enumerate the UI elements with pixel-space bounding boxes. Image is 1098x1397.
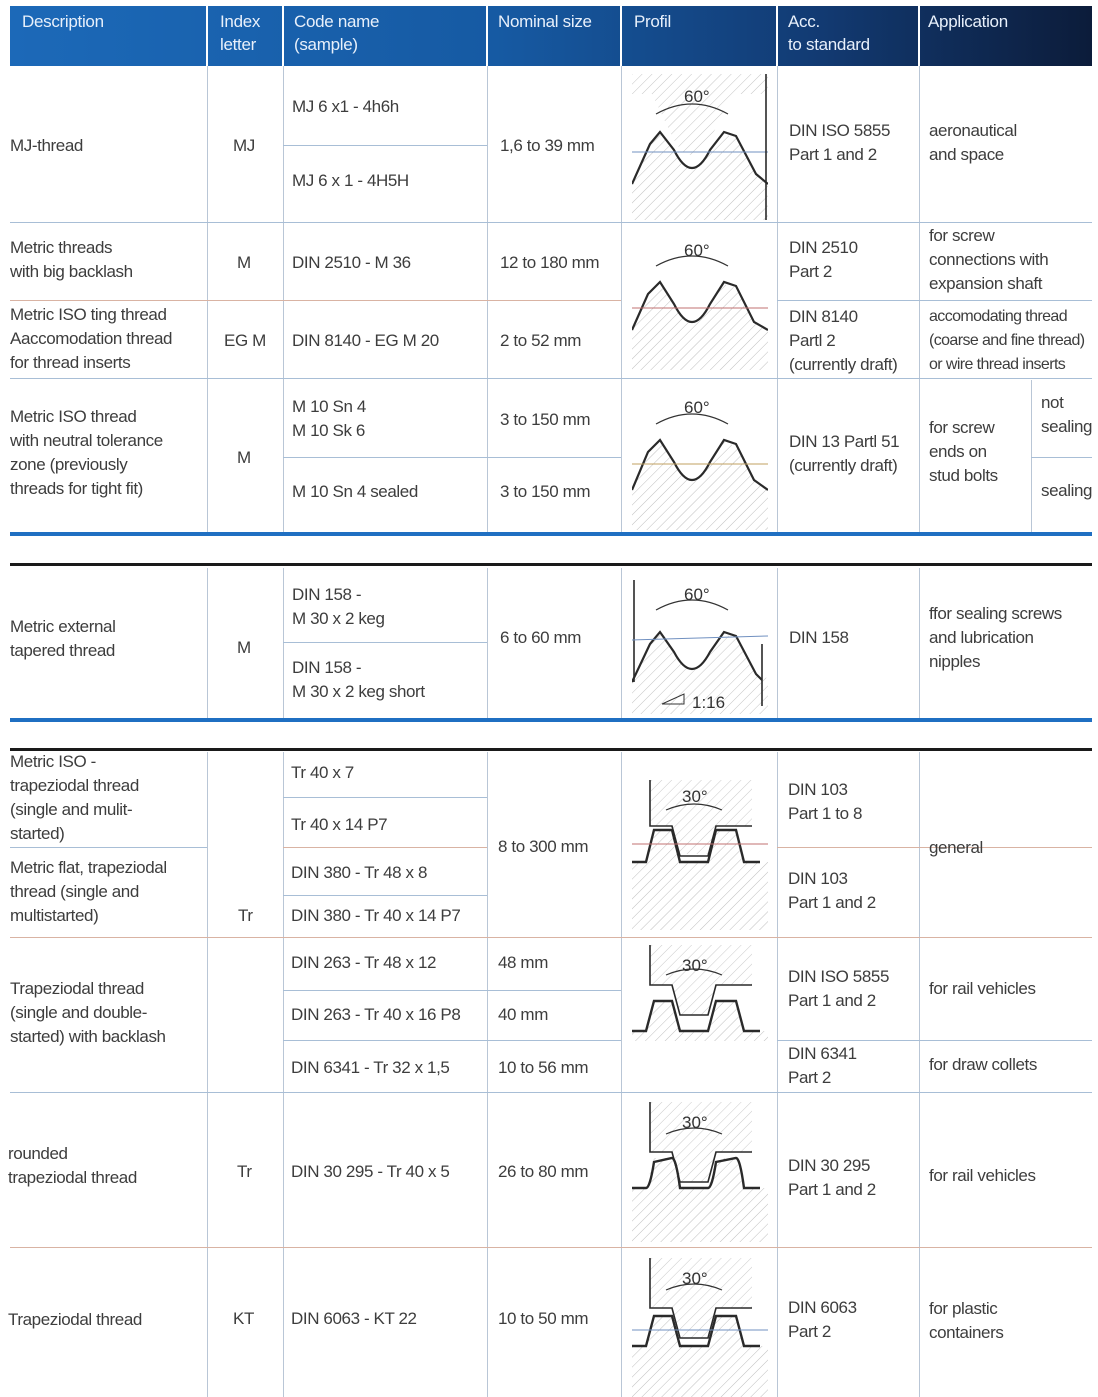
trapezoidal-description-3: Trapeziodal thread (single and double- s… bbox=[10, 979, 166, 1046]
trapezoidal-application-collets: for draw collets bbox=[929, 1055, 1037, 1074]
svg-text:60°: 60° bbox=[684, 585, 710, 604]
kt-index: KT bbox=[233, 1309, 254, 1328]
metric-neutral-sealing: sealing bbox=[1041, 481, 1093, 500]
mj-standard: DIN ISO 5855 Part 1 and 2 bbox=[789, 121, 891, 164]
mj-code-1: MJ 6 x1 - 4h6h bbox=[292, 97, 399, 116]
trapezoidal-code-2: Tr 40 x 14 P7 bbox=[291, 815, 388, 834]
metric-neutral-standard: DIN 13 Partl 51 (currently draft) bbox=[789, 432, 900, 475]
kt-size: 10 to 50 mm bbox=[498, 1309, 589, 1328]
tapered-size: 6 to 60 mm bbox=[500, 628, 582, 647]
metric-backlash-index: M bbox=[237, 253, 251, 272]
metric-ting-code: DIN 8140 - EG M 20 bbox=[292, 331, 439, 350]
trapezoidal-standard-3: DIN ISO 5855 Part 1 and 2 bbox=[788, 967, 890, 1010]
trapezoidal-standard-1: DIN 103 Part 1 to 8 bbox=[788, 780, 863, 823]
trapezoidal-code-1: Tr 40 x 7 bbox=[291, 763, 354, 782]
header-index-letter: Index letter bbox=[220, 12, 261, 54]
trapezoidal-size-48: 48 mm bbox=[498, 953, 548, 972]
mj-code-2: MJ 6 x 1 - 4H5H bbox=[292, 171, 409, 190]
rounded-application: for rail vehicles bbox=[929, 1166, 1036, 1185]
metric-backlash-code: DIN 2510 - M 36 bbox=[292, 253, 411, 272]
trapezoidal-description-2: Metric flat, trapeziodal thread (single … bbox=[10, 858, 167, 925]
metric-neutral-application: for screw ends on stud bolts bbox=[929, 418, 998, 485]
svg-text:30°: 30° bbox=[682, 956, 708, 975]
rounded-description: rounded trapeziodal thread bbox=[8, 1144, 137, 1187]
header-profil: Profil bbox=[634, 12, 671, 31]
metric-neutral-description: Metric ISO thread with neutral tolerance… bbox=[10, 407, 163, 498]
metric-neutral-code-1: M 10 Sn 4 M 10 Sk 6 bbox=[292, 397, 366, 440]
tapered-index: M bbox=[237, 638, 251, 657]
mj-description: MJ-thread bbox=[10, 136, 83, 155]
trapezoidal-size-general: 8 to 300 mm bbox=[498, 837, 589, 856]
kt-application: for plastic containers bbox=[929, 1299, 1004, 1342]
tapered-code-2: DIN 158 - M 30 x 2 keg short bbox=[292, 658, 425, 701]
rounded-size: 26 to 80 mm bbox=[498, 1162, 589, 1181]
header-nominal-size: Nominal size bbox=[498, 12, 592, 31]
header-standard: Acc. to standard bbox=[788, 12, 870, 54]
svg-text:30°: 30° bbox=[682, 1269, 708, 1288]
trapezoidal-code-7: DIN 6341 - Tr 32 x 1,5 bbox=[291, 1058, 450, 1077]
rounded-standard: DIN 30 295 Part 1 and 2 bbox=[788, 1156, 876, 1199]
trapezoidal-description-1: Metric ISO - trapeziodal thread (single … bbox=[10, 752, 139, 843]
profile-60-diagram-tapered: 60° 1:16 bbox=[632, 574, 768, 714]
tapered-code-1: DIN 158 - M 30 x 2 keg bbox=[292, 585, 385, 628]
profile-30-diagram-backlash: 30° bbox=[632, 945, 768, 1041]
profile-60-diagram-neutral: 60° bbox=[632, 386, 768, 530]
trapezoidal-code-6: DIN 263 - Tr 40 x 16 P8 bbox=[291, 1005, 461, 1024]
metric-backlash-standard: DIN 2510 Part 2 bbox=[789, 238, 858, 281]
mj-index: MJ bbox=[233, 136, 255, 155]
mj-application: aeronautical and space bbox=[929, 121, 1017, 164]
trapezoidal-standard-2: DIN 103 Part 1 and 2 bbox=[788, 869, 876, 912]
metric-backlash-application: for screw connections with expansion sha… bbox=[929, 226, 1049, 293]
taper-ratio-label: 1:16 bbox=[692, 693, 725, 712]
kt-code: DIN 6063 - KT 22 bbox=[291, 1309, 417, 1328]
trapezoidal-code-3: DIN 380 - Tr 48 x 8 bbox=[291, 863, 428, 882]
profile-30-diagram-kt: 30° bbox=[632, 1258, 768, 1397]
profile-60-diagram-mj: 60° bbox=[632, 74, 768, 220]
header-code-name: Code name (sample) bbox=[294, 12, 380, 54]
tapered-application: ffor sealing screws and lubrication nipp… bbox=[929, 604, 1062, 671]
header-description: Description bbox=[22, 12, 104, 31]
trapezoidal-application-general: general bbox=[929, 838, 983, 857]
kt-description: Trapeziodal thread bbox=[8, 1310, 142, 1329]
svg-text:60°: 60° bbox=[684, 241, 710, 260]
kt-standard: DIN 6063 Part 2 bbox=[788, 1298, 857, 1341]
metric-ting-description: Metric ISO ting thread Aaccomodation thr… bbox=[10, 305, 173, 372]
table-header: Description Index letter Code name (samp… bbox=[10, 6, 1092, 66]
metric-neutral-not-sealing: not sealing bbox=[1041, 393, 1093, 436]
trapezoidal-standard-4: DIN 6341 Part 2 bbox=[788, 1044, 857, 1087]
profile-30-diagram-rounded: 30° bbox=[632, 1102, 768, 1242]
profile-angle-label: 60° bbox=[684, 87, 710, 106]
trapezoidal-size-6341: 10 to 56 mm bbox=[498, 1058, 589, 1077]
trapezoidal-application-rail: for rail vehicles bbox=[929, 979, 1036, 998]
svg-text:30°: 30° bbox=[682, 1113, 708, 1132]
metric-neutral-code-2: M 10 Sn 4 sealed bbox=[292, 482, 418, 501]
metric-ting-size: 2 to 52 mm bbox=[500, 331, 582, 350]
svg-text:60°: 60° bbox=[684, 398, 710, 417]
trapezoidal-code-4: DIN 380 - Tr 40 x 14 P7 bbox=[291, 906, 461, 925]
rounded-code: DIN 30 295 - Tr 40 x 5 bbox=[291, 1162, 450, 1181]
metric-neutral-size-1: 3 to 150 mm bbox=[500, 410, 591, 429]
trapezoidal-code-5: DIN 263 - Tr 48 x 12 bbox=[291, 953, 437, 972]
trapezoidal-index: Tr bbox=[238, 906, 253, 925]
tapered-standard: DIN 158 bbox=[789, 628, 849, 647]
metric-ting-standard: DIN 8140 Partl 2 (currently draft) bbox=[789, 307, 898, 374]
metric-neutral-size-2: 3 to 150 mm bbox=[500, 482, 591, 501]
rounded-index: Tr bbox=[237, 1162, 252, 1181]
metric-backlash-size: 12 to 180 mm bbox=[500, 253, 600, 272]
svg-text:30°: 30° bbox=[682, 787, 708, 806]
metric-ting-application: accomodating thread (coarse and fine thr… bbox=[929, 308, 1085, 373]
metric-ting-index: EG M bbox=[224, 331, 266, 350]
metric-backlash-description: Metric threads with big backlash bbox=[10, 238, 133, 281]
trapezoidal-size-40: 40 mm bbox=[498, 1005, 548, 1024]
metric-neutral-index: M bbox=[237, 448, 251, 467]
mj-size: 1,6 to 39 mm bbox=[500, 136, 595, 155]
tapered-description: Metric external tapered thread bbox=[10, 617, 116, 660]
header-application: Application bbox=[928, 12, 1008, 31]
profile-60-diagram-metric: 60° bbox=[632, 230, 768, 370]
profile-30-diagram-trapezoidal: 30° bbox=[632, 770, 768, 930]
